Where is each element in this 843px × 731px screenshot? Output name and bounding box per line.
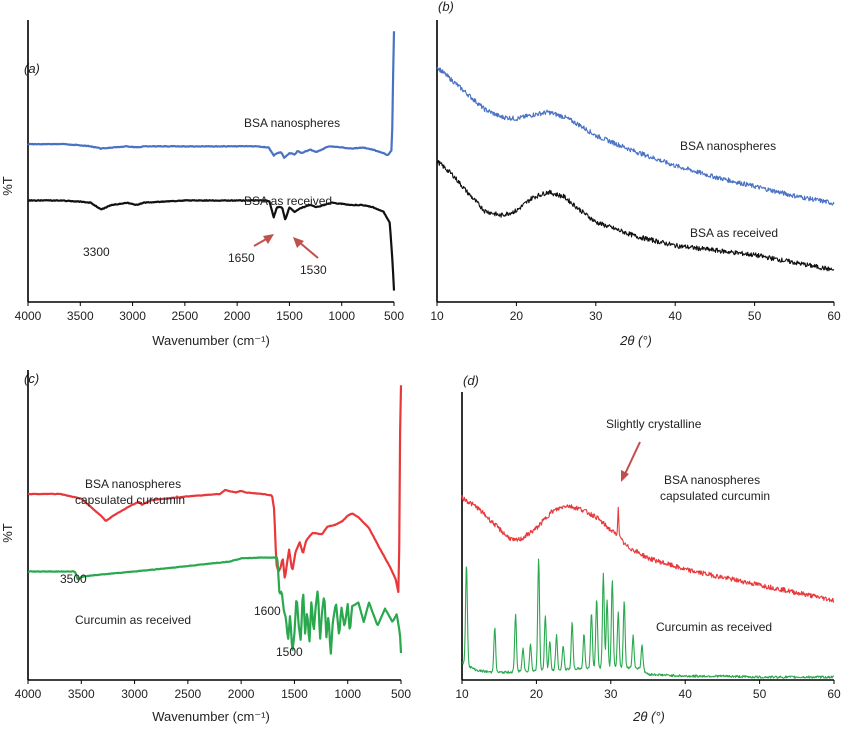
panel-c: (c) %T 4000 3500 3000 2500 2000 1500 1000 500 B…	[0, 370, 411, 724]
series-line-bsa-nanospheres	[27, 31, 396, 159]
x-tick-label: 2500	[175, 687, 202, 701]
x-tick-label: 20	[530, 687, 544, 701]
panel-a: (a) %T 4000 3500 3000 2500 2000 1500 1000 500 B…	[0, 20, 404, 348]
panel-d-arrow-crystalline	[621, 441, 641, 482]
x-tick-label: 1000	[328, 309, 355, 323]
panel-a-letter: (a)	[24, 61, 40, 76]
x-tick-label: 3000	[119, 309, 146, 323]
panel-d-series-label-line1: BSA nanospheres	[664, 473, 760, 487]
panel-d-annotation-slightly-crystalline: Slightly crystalline	[606, 417, 702, 431]
x-tick-label: 30	[589, 309, 603, 323]
panel-a-series-label-bsa-as-received: BSA as received	[244, 194, 332, 208]
panel-c-ylabel: %T	[0, 523, 15, 543]
x-tick-label: 40	[679, 687, 693, 701]
panel-d-plot: 10 20 30 40 50 60	[455, 392, 841, 701]
panel-c-series-label-curcumin: Curcumin as received	[75, 613, 191, 627]
panel-d-letter: (d)	[463, 373, 479, 388]
panel-a-plot: 4000 3500 3000 2500 2000 1500 1000 500	[15, 20, 404, 323]
x-tick-label: 2500	[172, 309, 199, 323]
panel-c-series-label-line2: capsulated curcumin	[75, 493, 185, 507]
x-tick-label: 2000	[228, 687, 255, 701]
x-tick-label: 40	[669, 309, 683, 323]
x-tick-label: 10	[430, 309, 444, 323]
x-tick-label: 3500	[68, 687, 95, 701]
x-tick-label: 1000	[334, 687, 361, 701]
panel-b-plot: 10 20 30 40 50 60	[430, 20, 841, 323]
panel-a-peak-label-1650: 1650	[228, 251, 255, 265]
panel-a-arrow-1650	[253, 234, 274, 247]
x-tick-label: 3500	[67, 309, 94, 323]
x-tick-label: 500	[391, 687, 411, 701]
series-line-bsa-as-received	[436, 158, 835, 272]
panel-b-letter: (b)	[438, 0, 454, 14]
panel-a-ylabel: %T	[0, 176, 15, 196]
panel-a-series-label-bsa-nanospheres: BSA nanospheres	[244, 116, 340, 130]
x-tick-label: 1500	[276, 309, 303, 323]
series-line-bsa-nanospheres-capsulated-curcumin	[461, 495, 835, 603]
panel-c-series-label-line1: BSA nanospheres	[85, 477, 181, 491]
panel-a-xlabel: Wavenumber (cm⁻¹)	[152, 333, 270, 348]
series-line-bsa-nanospheres	[436, 66, 835, 206]
x-tick-label: 4000	[15, 309, 42, 323]
x-tick-label: 20	[510, 309, 524, 323]
x-tick-label: 2000	[224, 309, 251, 323]
panel-b: (b) 10 20 30 40 50 60 BSA nanospheres BSA as …	[430, 0, 841, 348]
x-tick-label: 50	[748, 309, 762, 323]
series-line-curcumin-as-received	[461, 558, 835, 679]
panel-b-series-label-bsa-as-received: BSA as received	[690, 226, 778, 240]
series-line-curcumin-as-received	[27, 556, 403, 655]
x-tick-label: 10	[455, 687, 469, 701]
panel-c-peak-label-1600: 1600	[254, 604, 281, 618]
x-tick-label: 500	[384, 309, 404, 323]
series-line-bsa-as-received	[27, 199, 396, 291]
panel-c-plot: 4000 3500 3000 2500 2000 1500 1000 500	[15, 370, 411, 701]
panel-a-arrow-1530	[293, 237, 319, 259]
panel-c-peak-label-3500: 3500	[60, 572, 87, 586]
panel-c-xlabel: Wavenumber (cm⁻¹)	[152, 709, 270, 724]
x-tick-label: 50	[753, 687, 767, 701]
panel-d-series-label-line2: capsulated curcumin	[660, 489, 770, 503]
x-tick-label: 60	[827, 687, 841, 701]
x-tick-label: 1500	[281, 687, 308, 701]
panel-a-peak-label-1530: 1530	[300, 263, 327, 277]
panel-a-peak-label-3300: 3300	[83, 245, 110, 259]
panel-d: (d) 10 20 30 40 50 60 Slightly crystalline BS…	[455, 373, 841, 724]
panel-b-series-label-bsa-nanospheres: BSA nanospheres	[680, 139, 776, 153]
panel-b-xlabel: 2θ (°)	[619, 333, 652, 348]
x-tick-label: 30	[604, 687, 618, 701]
panel-d-xlabel: 2θ (°)	[632, 709, 665, 724]
panel-c-letter: (c)	[24, 371, 39, 386]
panel-d-series-label-curcumin: Curcumin as received	[656, 620, 772, 634]
x-tick-label: 60	[827, 309, 841, 323]
series-line-bsa-nanospheres-capsulated-curcumin	[27, 385, 403, 594]
x-tick-label: 3000	[121, 687, 148, 701]
x-tick-label: 4000	[15, 687, 42, 701]
panel-c-peak-label-1500: 1500	[276, 645, 303, 659]
